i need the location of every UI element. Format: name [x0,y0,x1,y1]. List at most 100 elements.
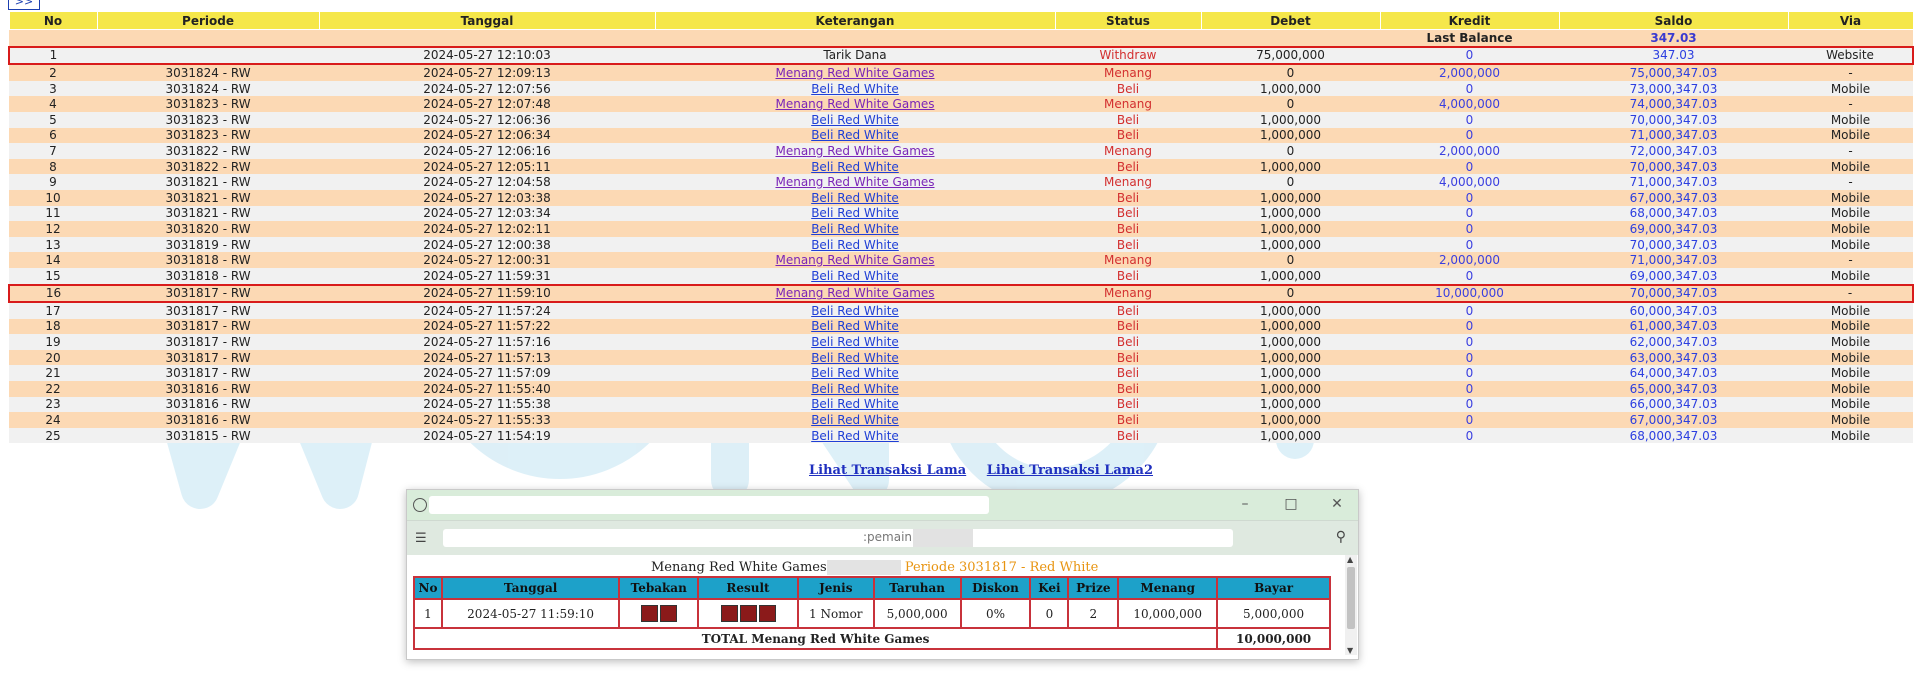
cell-no: 8 [9,158,97,175]
popup-titlebar: – □ ✕ [407,490,1358,520]
cell-debet: 0 [1201,64,1380,81]
scroll-down-icon[interactable]: ▼ [1347,646,1354,655]
maximize-icon[interactable]: □ [1284,496,1298,512]
cell-keterangan[interactable]: Beli Red White [655,396,1055,413]
cell-via: Mobile [1788,381,1913,397]
cell-saldo: 63,000,347.03 [1559,349,1788,366]
cell-keterangan[interactable]: Menang Red White Games [655,96,1055,112]
cell-saldo: 65,000,347.03 [1559,381,1788,397]
cell-keterangan[interactable]: Beli Red White [655,189,1055,206]
cell-keterangan[interactable]: Beli Red White [655,381,1055,397]
cell-tanggal: 2024-05-27 12:00:31 [319,252,655,268]
cell-saldo: 71,000,347.03 [1559,127,1788,144]
cell-periode [97,45,319,66]
popup-heading-title: Menang Red White Games [651,560,827,575]
table-row: 7 3031822 - RW 2024-05-27 12:06:16 Menang R… [9,143,1913,159]
detail-menang: 10,000,000 [1117,598,1219,629]
cell-kredit: 2,000,000 [1380,252,1559,268]
cell-no: 14 [9,252,97,268]
cell-no: 25 [9,427,97,444]
old-transactions-link[interactable]: Lihat Transaksi Lama [809,463,967,478]
nav-arrow-link[interactable]: >> [8,0,40,10]
cell-status: Beli [1055,349,1201,366]
cell-keterangan[interactable]: Menang Red White Games [655,252,1055,268]
cell-keterangan[interactable]: Menang Red White Games [655,283,1055,304]
cell-kredit: 0 [1380,189,1559,206]
cell-status: Menang [1055,174,1201,190]
cell-no: 13 [9,236,97,253]
red-square-icon [758,605,776,622]
cell-keterangan[interactable]: Beli Red White [655,111,1055,128]
cell-keterangan[interactable]: Menang Red White Games [655,174,1055,190]
cell-keterangan[interactable]: Beli Red White [655,127,1055,144]
table-row: 10 3031821 - RW 2024-05-27 12:03:38 Beli Re… [9,189,1913,206]
bet-detail-table: No Tanggal Tebakan Result Jenis Taruhan Diskon… [412,576,1331,650]
cell-keterangan[interactable]: Beli Red White [655,365,1055,382]
cell-no: 22 [9,381,97,397]
cell-keterangan[interactable]: Beli Red White [655,412,1055,428]
cell-periode: 3031821 - RW [97,174,319,190]
cell-keterangan[interactable]: Beli Red White [655,267,1055,285]
cell-periode: 3031822 - RW [97,158,319,175]
cell-keterangan[interactable]: Menang Red White Games [655,64,1055,81]
cell-tanggal: 2024-05-27 11:55:40 [319,381,655,397]
cell-via: Mobile [1788,189,1913,206]
cell-keterangan[interactable]: Beli Red White [655,349,1055,366]
cell-keterangan[interactable]: Beli Red White [655,221,1055,237]
minimize-icon[interactable]: – [1241,496,1249,512]
close-icon[interactable]: ✕ [1331,496,1343,512]
cell-no: 15 [9,267,97,285]
cell-keterangan[interactable]: Beli Red White [655,158,1055,175]
site-settings-icon[interactable]: ☰ [415,531,427,546]
cell-tanggal: 2024-05-27 11:57:24 [319,302,655,319]
popup-url-field[interactable]: :pemain= [443,529,1233,547]
cell-keterangan[interactable]: Menang Red White Games [655,143,1055,159]
cell-no: 5 [9,111,97,128]
cell-keterangan[interactable]: Beli Red White [655,205,1055,222]
cell-via: - [1788,174,1913,190]
redacted-username [913,529,973,547]
red-square-icon [739,605,757,622]
cell-kredit: 0 [1380,412,1559,428]
popup-scrollbar[interactable]: ▲ ▼ [1345,555,1357,655]
cell-kredit: 0 [1380,302,1559,319]
cell-kredit: 0 [1380,236,1559,253]
table-row: 20 3031817 - RW 2024-05-27 11:57:13 Beli Re… [9,349,1913,366]
col-tanggal: Tanggal [318,11,656,30]
cell-debet: 1,000,000 [1201,302,1380,319]
detail-col-result: Result [697,576,799,600]
cell-debet: 1,000,000 [1201,127,1380,144]
table-row: 5 3031823 - RW 2024-05-27 12:06:36 Beli Red… [9,111,1913,128]
cell-periode: 3031817 - RW [97,283,319,304]
detail-tanggal: 2024-05-27 11:59:10 [440,598,621,629]
old-transactions-2-link[interactable]: Lihat Transaksi Lama2 [986,463,1154,478]
red-square-icon [659,605,677,622]
cell-status: Beli [1055,158,1201,175]
scroll-up-icon[interactable]: ▲ [1347,555,1354,564]
cell-keterangan[interactable]: Beli Red White [655,334,1055,350]
cell-no: 9 [9,174,97,190]
cell-status: Menang [1055,64,1201,81]
cell-periode: 3031817 - RW [97,318,319,335]
cell-saldo: 75,000,347.03 [1559,64,1788,81]
table-row: 11 3031821 - RW 2024-05-27 12:03:34 Beli Re… [9,205,1913,222]
col-via: Via [1787,11,1914,30]
cell-periode: 3031819 - RW [97,236,319,253]
cell-keterangan[interactable]: Beli Red White [655,302,1055,319]
cell-status: Menang [1055,252,1201,268]
detail-bayar: 5,000,000 [1216,598,1331,629]
detail-header: No Tanggal Tebakan Result Jenis Taruhan Diskon… [413,576,1331,600]
cell-tanggal: 2024-05-27 12:04:58 [319,174,655,190]
cell-kredit: 2,000,000 [1380,64,1559,81]
search-icon[interactable]: ⚲ [1335,529,1346,545]
cell-keterangan[interactable]: Beli Red White [655,318,1055,335]
cell-keterangan[interactable]: Beli Red White [655,80,1055,97]
cell-keterangan: Tarik Dana [655,45,1055,66]
cell-keterangan[interactable]: Beli Red White [655,427,1055,444]
scroll-thumb[interactable] [1347,567,1355,629]
cell-tanggal: 2024-05-27 12:09:13 [319,64,655,81]
cell-periode: 3031816 - RW [97,396,319,413]
cell-status: Beli [1055,381,1201,397]
cell-status: Beli [1055,236,1201,253]
cell-keterangan[interactable]: Beli Red White [655,236,1055,253]
